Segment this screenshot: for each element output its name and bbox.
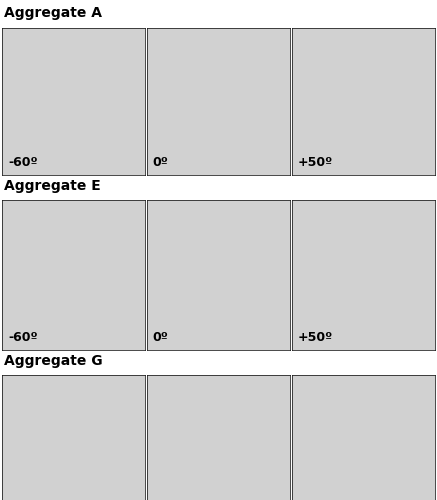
Text: +50º: +50º bbox=[298, 156, 333, 169]
Text: +50º: +50º bbox=[298, 331, 333, 344]
Text: 0º: 0º bbox=[153, 331, 169, 344]
Text: Aggregate A: Aggregate A bbox=[4, 6, 102, 20]
Text: 0º: 0º bbox=[153, 156, 169, 169]
Text: -60º: -60º bbox=[8, 331, 38, 344]
Text: -60º: -60º bbox=[8, 156, 38, 169]
Text: Aggregate G: Aggregate G bbox=[4, 354, 103, 368]
Text: Aggregate E: Aggregate E bbox=[4, 178, 101, 192]
